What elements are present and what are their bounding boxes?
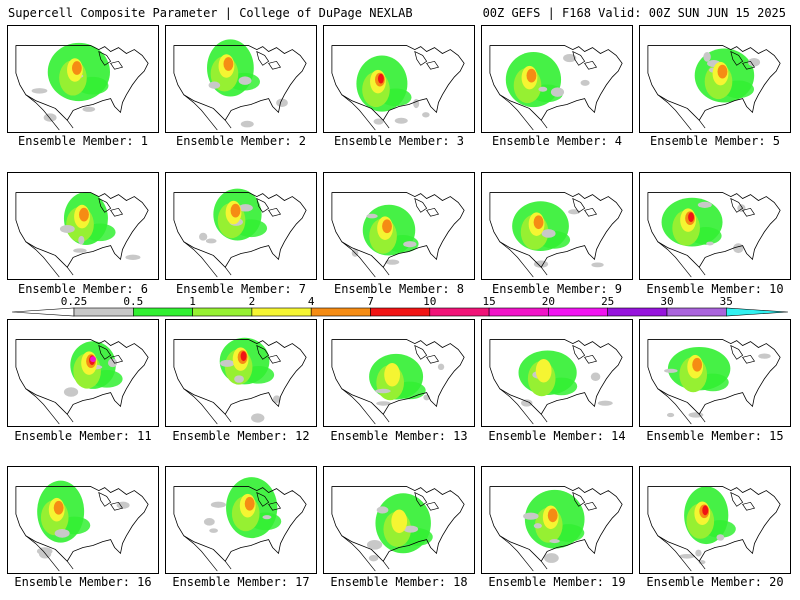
colorbar-tick-label: 7 — [367, 296, 374, 308]
ensemble-map-panel — [481, 466, 633, 574]
colorbar-tick-label: 35 — [720, 296, 733, 308]
colorbar-under-arrow — [12, 307, 75, 317]
colorbar-segment — [370, 307, 431, 317]
colorbar-segment — [666, 307, 727, 317]
ensemble-member-label: Ensemble Member: 15 — [646, 429, 784, 443]
ensemble-map-panel — [323, 25, 475, 133]
ensemble-map-panel — [639, 25, 791, 133]
ensemble-map-panel — [323, 466, 475, 574]
colorbar-tick-label: 4 — [308, 296, 315, 308]
map-canvas — [173, 39, 307, 131]
colorbar-segment — [310, 307, 371, 317]
ensemble-map-panel — [165, 25, 317, 133]
ensemble-member-label: Ensemble Member: 10 — [646, 282, 784, 296]
colorbar-tick-label: 30 — [660, 296, 673, 308]
colorbar-tick-label: 2 — [249, 296, 256, 308]
ensemble-member-label: Ensemble Member: 20 — [646, 575, 784, 589]
ensemble-member-label: Ensemble Member: 1 — [17, 134, 149, 148]
ensemble-member-label: Ensemble Member: 5 — [649, 134, 781, 148]
map-canvas — [15, 339, 149, 425]
map-canvas — [489, 486, 623, 572]
ensemble-member-label: Ensemble Member: 13 — [330, 429, 468, 443]
colorbar-segment — [73, 307, 134, 317]
colorbar-segment — [429, 307, 490, 317]
map-title: Supercell Composite Parameter | College … — [8, 6, 413, 20]
map-canvas — [173, 188, 307, 278]
ensemble-member-label: Ensemble Member: 18 — [330, 575, 468, 589]
ensemble-member-label: Ensemble Member: 2 — [175, 134, 307, 148]
map-canvas — [15, 42, 149, 131]
ensemble-member-label: Ensemble Member: 8 — [333, 282, 465, 296]
ensemble-member-label: Ensemble Member: 3 — [333, 134, 465, 148]
colorbar-tick-label: 0.5 — [123, 296, 143, 308]
run-info: 00Z GEFS | F168 Valid: 00Z SUN JUN 15 20… — [482, 6, 786, 20]
ensemble-member-label: Ensemble Member: 7 — [175, 282, 307, 296]
ensemble-map-panel — [7, 319, 159, 427]
map-canvas — [173, 477, 307, 572]
ensemble-map-panel — [323, 172, 475, 280]
ensemble-map-panel — [639, 319, 791, 427]
colorbar-over-arrow — [725, 307, 788, 317]
map-canvas — [15, 480, 149, 572]
map-canvas — [331, 339, 465, 425]
map-canvas — [15, 192, 149, 278]
ensemble-map-panel — [481, 319, 633, 427]
colorbar-segment — [607, 307, 668, 317]
ensemble-member-label: Ensemble Member: 11 — [14, 429, 152, 443]
map-canvas — [489, 339, 623, 425]
color-scale: 0.25 0.5 1 2 4 7 10 15 20 25 30 35 — [12, 296, 788, 317]
ensemble-map-panel — [7, 466, 159, 574]
colorbar-tick-label: 1 — [189, 296, 196, 308]
ensemble-map-panel — [481, 25, 633, 133]
ensemble-map-panel — [323, 319, 475, 427]
colorbar-tick-label: 10 — [423, 296, 436, 308]
ensemble-map-panel — [7, 25, 159, 133]
ensemble-map-panel — [165, 172, 317, 280]
ensemble-member-label: Ensemble Member: 14 — [488, 429, 626, 443]
map-canvas — [331, 45, 465, 131]
colorbar-segment — [192, 307, 253, 317]
colorbar-segment — [488, 307, 549, 317]
ensemble-map-panel — [481, 172, 633, 280]
colorbar-tick-label: 0.25 — [61, 296, 88, 308]
map-canvas — [647, 192, 781, 278]
ensemble-member-label: Ensemble Member: 12 — [172, 429, 310, 443]
ensemble-member-label: Ensemble Member: 17 — [172, 575, 310, 589]
colorbar-tick-label: 15 — [482, 296, 495, 308]
ensemble-member-label: Ensemble Member: 9 — [491, 282, 623, 296]
ensemble-member-label: Ensemble Member: 6 — [17, 282, 149, 296]
map-canvas — [173, 337, 307, 425]
colorbar-tick-label: 20 — [542, 296, 555, 308]
map-canvas — [331, 486, 465, 572]
map-canvas — [489, 192, 623, 278]
colorbar-tick-label: 25 — [601, 296, 614, 308]
ensemble-map-panel — [165, 319, 317, 427]
map-canvas — [647, 45, 781, 131]
map-canvas — [647, 486, 781, 572]
ensemble-map-panel — [165, 466, 317, 574]
ensemble-member-label: Ensemble Member: 16 — [14, 575, 152, 589]
map-canvas — [647, 339, 781, 425]
colorbar-segment — [133, 307, 193, 317]
ensemble-map-panel — [639, 466, 791, 574]
map-canvas — [331, 192, 465, 278]
ensemble-map-panel — [7, 172, 159, 280]
colorbar-segment — [251, 307, 312, 317]
ensemble-map-panel — [639, 172, 791, 280]
ensemble-member-label: Ensemble Member: 4 — [491, 134, 623, 148]
map-canvas — [489, 45, 623, 131]
colorbar-segment — [548, 307, 609, 317]
ensemble-member-label: Ensemble Member: 19 — [488, 575, 626, 589]
